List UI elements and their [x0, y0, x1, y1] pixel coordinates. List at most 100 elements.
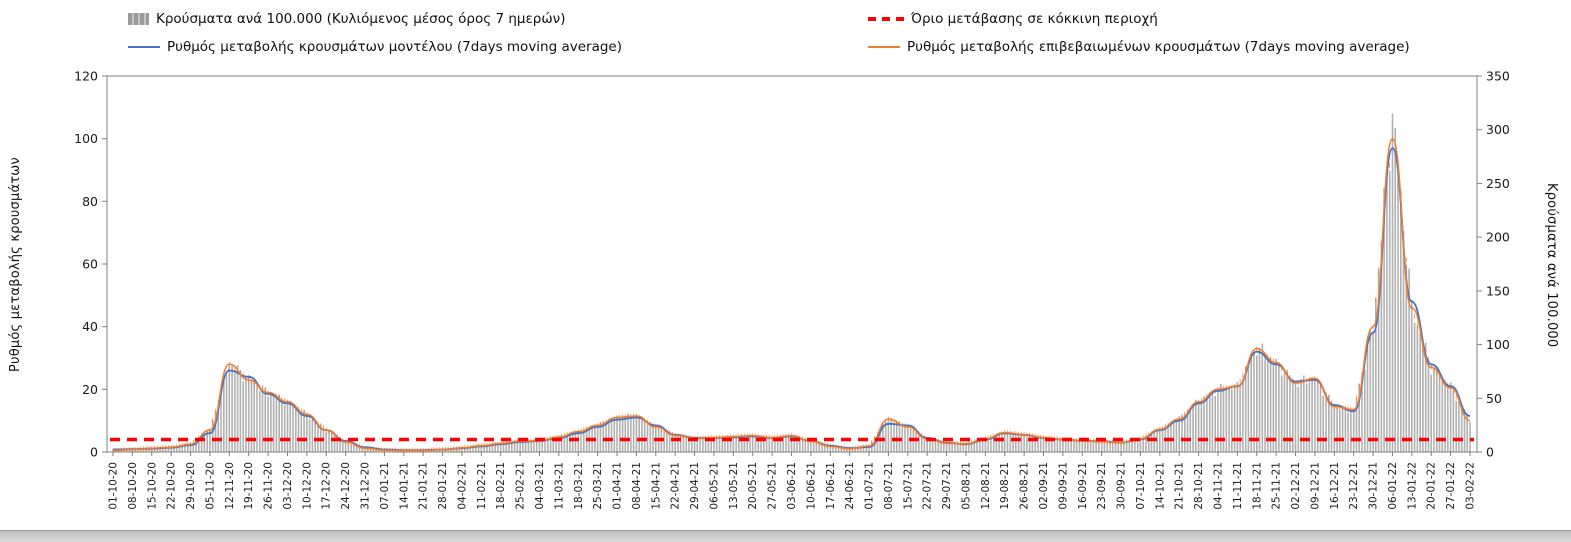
svg-text:0: 0 [90, 445, 98, 460]
svg-text:04-02-21: 04-02-21 [456, 462, 468, 510]
svg-text:02-09-21: 02-09-21 [1038, 462, 1050, 510]
gray-bars-swatch [128, 13, 149, 25]
svg-text:14-01-21: 14-01-21 [398, 462, 410, 510]
svg-text:23-09-21: 23-09-21 [1096, 462, 1108, 510]
svg-text:18-03-21: 18-03-21 [573, 462, 585, 510]
svg-text:250: 250 [1486, 176, 1510, 191]
legend-item-confirmed-rate: Ρυθμός μεταβολής επιβεβαιωμένων κρουσμάτ… [868, 39, 1410, 55]
svg-text:03-02-22: 03-02-22 [1465, 462, 1477, 510]
svg-text:08-07-21: 08-07-21 [883, 462, 895, 510]
svg-text:22-07-21: 22-07-21 [922, 462, 934, 510]
legend-label: Όριο μετάβασης σε κόκκινη περιοχή [911, 11, 1158, 27]
svg-text:24-12-20: 24-12-20 [340, 462, 352, 510]
svg-text:150: 150 [1486, 283, 1510, 298]
svg-text:09-09-21: 09-09-21 [1057, 462, 1069, 510]
svg-text:13-01-22: 13-01-22 [1406, 462, 1418, 510]
svg-text:80: 80 [82, 194, 98, 209]
svg-text:40: 40 [82, 319, 98, 334]
svg-text:30-12-21: 30-12-21 [1368, 462, 1380, 510]
confirmed-line-series [112, 137, 1471, 452]
svg-text:09-12-21: 09-12-21 [1309, 462, 1321, 510]
svg-text:25-02-21: 25-02-21 [515, 462, 527, 510]
svg-text:17-12-20: 17-12-20 [321, 462, 333, 510]
x-axis-labels: 01-10-20 08-10-20 15-10-20 22-10-20 29-10-20… [108, 452, 1477, 510]
svg-text:60: 60 [82, 257, 98, 272]
svg-text:0: 0 [1486, 445, 1494, 460]
confirmed-whiskers [112, 136, 1468, 453]
svg-text:24-06-21: 24-06-21 [844, 462, 856, 510]
svg-text:22-10-20: 22-10-20 [166, 462, 178, 510]
svg-text:30-09-21: 30-09-21 [1116, 462, 1128, 510]
svg-text:12-11-20: 12-11-20 [224, 462, 236, 510]
bars-series [112, 113, 1471, 453]
svg-text:13-05-21: 13-05-21 [728, 462, 740, 510]
svg-text:350: 350 [1486, 69, 1510, 84]
svg-text:16-09-21: 16-09-21 [1077, 462, 1089, 510]
svg-text:29-04-21: 29-04-21 [689, 462, 701, 510]
svg-text:15-07-21: 15-07-21 [902, 462, 914, 510]
svg-text:19-08-21: 19-08-21 [999, 462, 1011, 510]
svg-text:100: 100 [74, 131, 98, 146]
blue-line-swatch [128, 46, 160, 48]
svg-text:18-02-21: 18-02-21 [495, 462, 507, 510]
svg-text:01-07-21: 01-07-21 [864, 462, 876, 510]
svg-text:28-10-21: 28-10-21 [1193, 462, 1205, 510]
orange-line-swatch [868, 46, 900, 48]
legend-item-model-rate: Ρυθμός μεταβολής κρουσμάτων μοντέλου (7d… [128, 39, 622, 55]
svg-text:26-08-21: 26-08-21 [1019, 462, 1031, 510]
svg-text:10-12-20: 10-12-20 [301, 462, 313, 510]
svg-text:11-03-21: 11-03-21 [553, 462, 565, 510]
left-axis-title: Ρυθμός μεταβολής κρουσμάτων [8, 157, 23, 373]
svg-text:25-11-21: 25-11-21 [1271, 462, 1283, 510]
svg-text:120: 120 [74, 69, 98, 84]
legend-item-cases-per-100k: Κρούσματα ανά 100.000 (Κυλιόμενος μέσος … [128, 11, 565, 27]
legend-item-red-threshold: Όριο μετάβασης σε κόκκινη περιοχή [868, 11, 1158, 27]
svg-text:04-03-21: 04-03-21 [534, 462, 546, 510]
axes: 0 20 40 60 80 100 120 0 50 100 150 200 250 300 350 [74, 69, 1510, 460]
svg-text:31-12-20: 31-12-20 [360, 462, 372, 510]
svg-text:15-04-21: 15-04-21 [650, 462, 662, 510]
svg-text:27-01-22: 27-01-22 [1445, 462, 1457, 510]
svg-text:07-10-21: 07-10-21 [1135, 462, 1147, 510]
svg-text:26-11-20: 26-11-20 [263, 462, 275, 510]
svg-text:29-07-21: 29-07-21 [941, 462, 953, 510]
svg-text:23-12-21: 23-12-21 [1348, 462, 1360, 510]
svg-text:07-01-21: 07-01-21 [379, 462, 391, 510]
svg-text:50: 50 [1486, 391, 1502, 406]
svg-text:20-05-21: 20-05-21 [747, 462, 759, 510]
svg-text:27-05-21: 27-05-21 [767, 462, 779, 510]
model-line-series [112, 147, 1471, 451]
svg-text:10-06-21: 10-06-21 [805, 462, 817, 510]
svg-text:12-08-21: 12-08-21 [980, 462, 992, 510]
svg-text:01-04-21: 01-04-21 [612, 462, 624, 510]
svg-text:100: 100 [1486, 337, 1510, 352]
svg-text:11-02-21: 11-02-21 [476, 462, 488, 510]
svg-text:29-10-20: 29-10-20 [185, 462, 197, 510]
svg-text:02-12-21: 02-12-21 [1290, 462, 1302, 510]
red-dashed-swatch [868, 17, 904, 21]
svg-text:06-01-22: 06-01-22 [1387, 462, 1399, 510]
svg-text:300: 300 [1486, 122, 1510, 137]
svg-text:11-11-21: 11-11-21 [1232, 462, 1244, 510]
svg-text:21-10-21: 21-10-21 [1174, 462, 1186, 510]
right-axis-title: Κρούσματα ανά 100.000 [1544, 182, 1559, 348]
svg-text:16-12-21: 16-12-21 [1329, 462, 1341, 510]
svg-text:08-10-20: 08-10-20 [127, 462, 139, 510]
svg-text:17-06-21: 17-06-21 [825, 462, 837, 510]
svg-text:04-11-21: 04-11-21 [1213, 462, 1225, 510]
svg-text:14-10-21: 14-10-21 [1154, 462, 1166, 510]
svg-text:21-01-21: 21-01-21 [418, 462, 430, 510]
svg-text:19-11-20: 19-11-20 [243, 462, 255, 510]
svg-text:20: 20 [82, 382, 98, 397]
svg-text:18-11-21: 18-11-21 [1251, 462, 1263, 510]
svg-text:03-06-21: 03-06-21 [786, 462, 798, 510]
svg-text:20-01-22: 20-01-22 [1426, 462, 1438, 510]
svg-text:08-04-21: 08-04-21 [631, 462, 643, 510]
svg-text:200: 200 [1486, 230, 1510, 245]
svg-text:05-08-21: 05-08-21 [961, 462, 973, 510]
svg-text:01-10-20: 01-10-20 [108, 462, 120, 510]
legend-label: Ρυθμός μεταβολής κρουσμάτων μοντέλου (7d… [167, 39, 623, 55]
bottom-strip [0, 530, 1571, 542]
svg-text:25-03-21: 25-03-21 [592, 462, 604, 510]
